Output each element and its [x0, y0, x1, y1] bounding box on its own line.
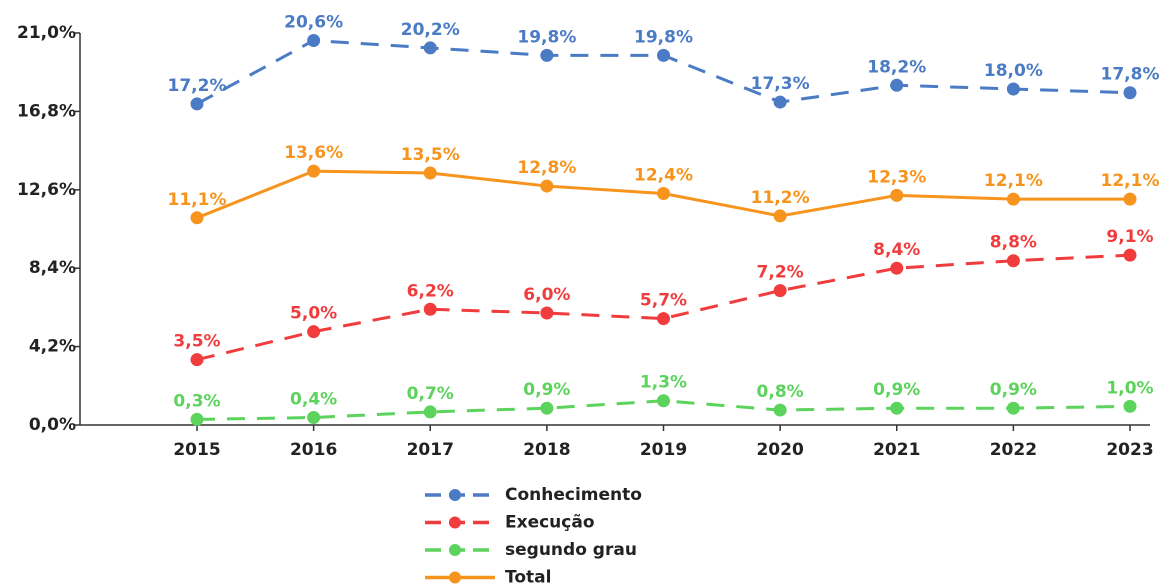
- data-label: 9,1%: [1106, 227, 1153, 247]
- data-label: 18,2%: [867, 57, 926, 77]
- data-label: 3,5%: [173, 332, 220, 352]
- data-point: [890, 78, 904, 92]
- data-point: [773, 284, 787, 298]
- y-tick-label: 4,2%: [29, 337, 76, 357]
- data-point: [190, 211, 204, 225]
- data-label: 12,4%: [634, 166, 693, 186]
- data-label: 7,2%: [757, 263, 804, 283]
- data-label: 0,9%: [990, 380, 1037, 400]
- data-label: 17,2%: [168, 76, 227, 96]
- data-point: [773, 95, 787, 109]
- data-point: [657, 187, 670, 201]
- data-point: [423, 302, 437, 316]
- data-point: [540, 48, 554, 62]
- data-point: [1006, 401, 1020, 415]
- data-point: [190, 353, 204, 367]
- data-label: 11,2%: [751, 188, 810, 208]
- data-point: [190, 97, 204, 111]
- data-label: 11,1%: [168, 190, 227, 210]
- data-label: 0,4%: [290, 390, 337, 410]
- data-label: 8,4%: [873, 240, 920, 260]
- data-label: 12,8%: [517, 158, 576, 178]
- x-tick-label: 2023: [1106, 440, 1153, 460]
- data-label: 5,0%: [290, 304, 337, 324]
- data-label: 13,6%: [284, 143, 343, 163]
- data-label: 12,3%: [867, 167, 926, 187]
- series-line: [196, 253, 1131, 362]
- y-tick-label: 16,8%: [17, 101, 76, 121]
- x-tick-label: 2022: [990, 440, 1037, 460]
- data-point: [423, 166, 437, 180]
- x-tick-label: 2020: [756, 440, 803, 460]
- data-point: [1123, 399, 1137, 413]
- legend-label: segundo grau: [505, 540, 637, 560]
- data-label: 0,3%: [173, 391, 220, 411]
- data-label: 13,5%: [401, 145, 460, 165]
- data-point: [1123, 248, 1137, 262]
- data-label: 19,8%: [517, 27, 576, 47]
- data-point: [890, 188, 904, 202]
- data-label: 0,9%: [523, 380, 570, 400]
- data-label: 0,8%: [757, 382, 804, 402]
- data-point: [657, 394, 670, 408]
- data-point: [773, 209, 787, 223]
- data-label: 12,1%: [1101, 171, 1160, 191]
- data-label: 17,8%: [1101, 65, 1160, 85]
- data-label: 1,3%: [640, 373, 687, 393]
- x-tick-label: 2017: [407, 440, 454, 460]
- legend-dot: [449, 516, 461, 529]
- x-tick-label: 2015: [173, 440, 220, 460]
- legend-label: Total: [505, 568, 551, 587]
- data-label: 20,2%: [401, 20, 460, 40]
- data-point: [1006, 82, 1020, 96]
- legend-dot: [449, 571, 461, 584]
- data-label: 18,0%: [984, 61, 1043, 81]
- data-point: [307, 33, 321, 47]
- legend-dot: [449, 489, 461, 501]
- data-point: [307, 325, 321, 339]
- data-label: 0,9%: [873, 380, 920, 400]
- data-point: [1006, 192, 1020, 206]
- data-point: [1123, 192, 1137, 206]
- data-label: 6,0%: [523, 285, 570, 305]
- data-point: [773, 403, 787, 417]
- data-label: 1,0%: [1106, 378, 1153, 398]
- data-point: [890, 261, 904, 275]
- data-point: [540, 306, 554, 320]
- data-label: 12,1%: [984, 171, 1043, 191]
- data-label: 20,6%: [284, 12, 343, 32]
- legend-dot: [449, 544, 461, 556]
- data-label: 6,2%: [407, 281, 454, 301]
- data-point: [540, 179, 554, 193]
- legend-label: Execução: [505, 513, 595, 533]
- data-point: [423, 405, 437, 419]
- data-label: 19,8%: [634, 27, 693, 47]
- y-tick-label: 21,0%: [17, 23, 76, 43]
- x-tick-label: 2018: [523, 440, 570, 460]
- data-point: [423, 41, 437, 55]
- x-tick-label: 2019: [640, 440, 687, 460]
- y-tick-label: 8,4%: [29, 258, 76, 278]
- data-label: 5,7%: [640, 291, 687, 311]
- data-label: 17,3%: [751, 74, 810, 94]
- x-tick-label: 2016: [290, 440, 337, 460]
- data-point: [190, 412, 204, 426]
- data-point: [307, 411, 321, 425]
- data-point: [540, 401, 554, 415]
- data-point: [657, 48, 670, 62]
- data-point: [307, 164, 321, 178]
- data-point: [657, 312, 670, 326]
- x-tick-label: 2021: [873, 440, 920, 460]
- y-tick-label: 0,0%: [29, 415, 76, 435]
- y-tick-label: 12,6%: [17, 180, 76, 200]
- data-point: [1006, 254, 1020, 268]
- data-point: [890, 401, 904, 415]
- data-point: [1123, 86, 1137, 100]
- data-label: 0,7%: [407, 384, 454, 404]
- data-label: 8,8%: [990, 233, 1037, 253]
- legend-label: Conhecimento: [505, 485, 642, 505]
